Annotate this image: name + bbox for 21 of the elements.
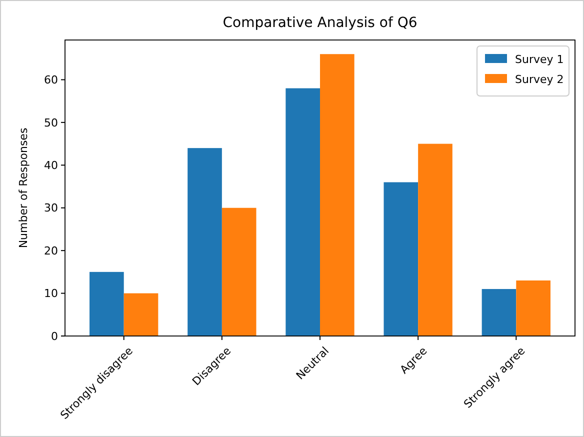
bar	[384, 182, 418, 336]
chart-title: Comparative Analysis of Q6	[222, 15, 418, 31]
bar	[320, 54, 354, 336]
bar	[418, 144, 452, 336]
y-tick-label: 30	[44, 202, 58, 215]
y-tick-label: 20	[44, 244, 58, 258]
y-axis-title: Number of Responses	[17, 128, 30, 248]
bar	[222, 208, 256, 336]
y-tick-label: 10	[44, 287, 58, 300]
y-tick-label: 0	[51, 330, 58, 343]
bar	[124, 293, 158, 336]
legend-label: Survey 2	[515, 72, 564, 86]
y-tick-label: 40	[44, 159, 58, 172]
bar	[188, 148, 222, 336]
bar	[90, 272, 124, 336]
bar	[482, 289, 516, 336]
legend-label: Survey 1	[515, 52, 564, 66]
bar	[516, 280, 550, 336]
y-tick-label: 60	[44, 74, 58, 87]
y-tick-label: 50	[44, 116, 58, 130]
bar	[286, 88, 320, 336]
